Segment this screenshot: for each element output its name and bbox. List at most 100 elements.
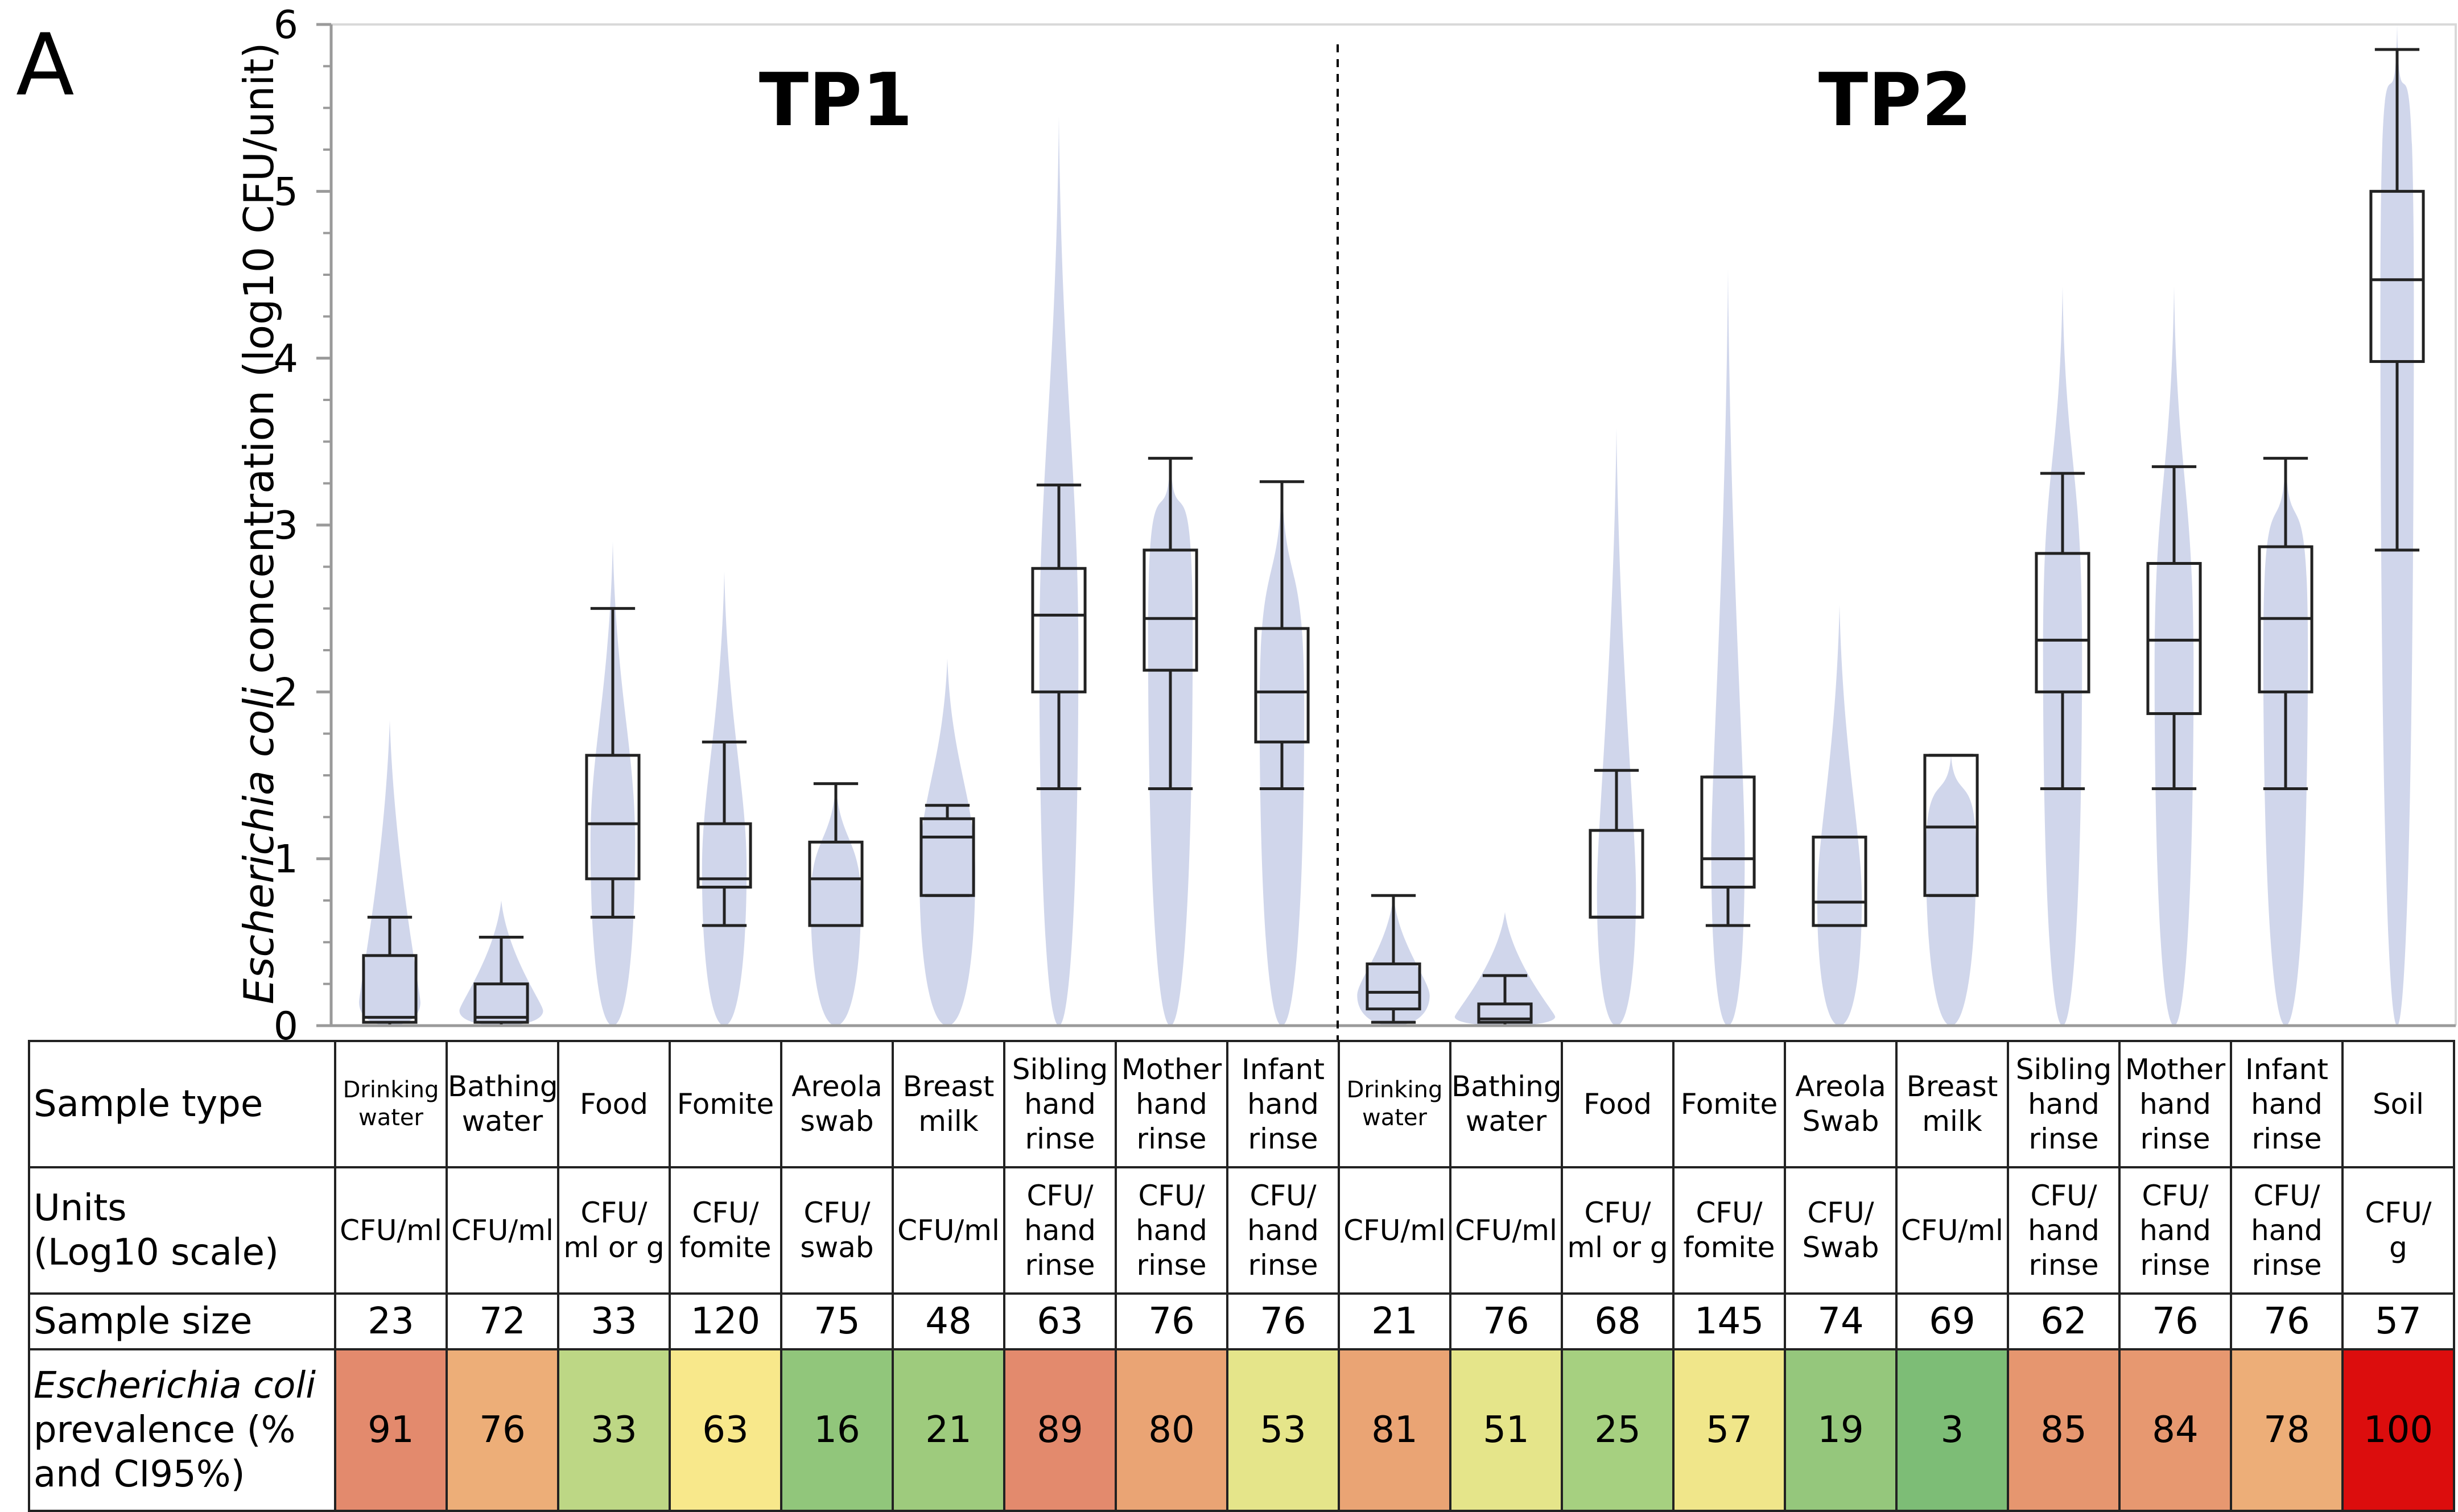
box-plot [585, 607, 641, 919]
prevalence-cell: 16 [780, 1348, 894, 1512]
plot-frame [331, 23, 2457, 1026]
box-plot [1700, 775, 1756, 927]
box-iqr [1923, 754, 1979, 897]
sample-size-cell: 76 [1449, 1292, 1563, 1350]
sample-type-cell: Fomite [669, 1040, 782, 1168]
box-plot [1923, 754, 1979, 897]
sample-type-cell: Soil [2341, 1040, 2455, 1168]
box-iqr [2369, 189, 2425, 363]
group-labels: TP1 TP2 [759, 58, 1972, 143]
box-iqr [473, 982, 529, 1024]
units-cell: CFU/Swab [1784, 1166, 1898, 1295]
prevalence-cell: 3 [1895, 1348, 2009, 1512]
box-iqr [2146, 561, 2202, 715]
violin [2154, 286, 2194, 1026]
sample-size-cell: 75 [780, 1292, 894, 1350]
prevalence-cell: 81 [1338, 1348, 1451, 1512]
y-tick-label: 4 [274, 337, 298, 382]
units-cell: CFU/ml [334, 1166, 448, 1295]
units-cell: CFU/swab [780, 1166, 894, 1295]
boxes [362, 48, 2425, 1027]
row-units: Units (Log10 scale) CFU/ml CFU/ml CFU/ml or… [28, 1166, 2455, 1295]
units-cell: CFU/hand rinse [2230, 1166, 2344, 1295]
y-tick-label: 3 [274, 503, 298, 548]
box-iqr [1700, 775, 1756, 889]
prevalence-cell: 57 [1672, 1348, 1786, 1512]
violin [1925, 755, 1977, 1026]
box-iqr [1812, 836, 1867, 927]
data-table: Sample type Drinking water Bathing water Foo… [28, 1040, 2455, 1512]
box-iqr [362, 954, 418, 1024]
prevalence-cell: 85 [2007, 1348, 2121, 1512]
units-cell: CFU/fomite [1672, 1166, 1786, 1295]
violin [1454, 912, 1556, 1026]
sample-type-cell: Sibling hand rinse [2007, 1040, 2121, 1168]
box-iqr [919, 817, 975, 897]
prevalence-cell: 78 [2230, 1348, 2344, 1512]
sample-size-cell: 62 [2007, 1292, 2121, 1350]
panel-label: A [16, 16, 75, 115]
sample-type-cell: Food [1561, 1040, 1675, 1168]
box-iqr [1366, 962, 1421, 1011]
units-cell: CFU/hand rinse [1226, 1166, 1340, 1295]
box-plot [2035, 472, 2090, 790]
violin [359, 720, 420, 1026]
sample-size-cell: 145 [1672, 1292, 1786, 1350]
box-iqr [2035, 552, 2090, 693]
box-plot [1254, 480, 1310, 790]
row-header-sample-type: Sample type [28, 1040, 336, 1168]
sample-size-cell: 76 [2230, 1292, 2344, 1350]
prevalence-cell: 53 [1226, 1348, 1340, 1512]
sample-type-cell: Bathing water [446, 1040, 559, 1168]
violin [1817, 605, 1862, 1026]
prevalence-cell: 76 [446, 1348, 559, 1512]
sample-size-cell: 21 [1338, 1292, 1451, 1350]
prevalence-cell: 25 [1561, 1348, 1675, 1512]
row-header-prevalence: Escherichia coli prevalence (% and CI95%) [28, 1348, 336, 1512]
units-cell: CFU/hand rinse [2118, 1166, 2232, 1295]
units-cell: CFU/ml [892, 1166, 1005, 1295]
units-cell: CFU/ml [1895, 1166, 2009, 1295]
prevalence-cell: 19 [1784, 1348, 1898, 1512]
prevalence-cell: 21 [892, 1348, 1005, 1512]
row-prevalence: Escherichia coli prevalence (% and CI95%) … [28, 1348, 2455, 1512]
sample-size-cell: 76 [2118, 1292, 2232, 1350]
box-plot [1812, 836, 1867, 927]
units-head-line2: (Log10 scale) [34, 1232, 279, 1274]
units-cell: CFU/hand rinse [1115, 1166, 1228, 1295]
sample-size-cell: 120 [669, 1292, 782, 1350]
row-header-sample-size: Sample size [28, 1292, 336, 1350]
row-sample-type: Sample type Drinking water Bathing water Foo… [28, 1040, 2455, 1168]
violin [2043, 286, 2082, 1026]
units-cell: CFU/ml or g [557, 1166, 671, 1295]
box-iqr [1031, 567, 1087, 693]
sample-size-cell: 74 [1784, 1292, 1898, 1350]
units-cell: CFU/fomite [669, 1166, 782, 1295]
sample-size-cell: 48 [892, 1292, 1005, 1350]
prevalence-cell: 89 [1003, 1348, 1117, 1512]
units-head-line1: Units [34, 1187, 127, 1229]
violin [810, 783, 861, 1026]
sample-size-cell: 76 [1226, 1292, 1340, 1350]
prevalence-cell: 91 [334, 1348, 448, 1512]
y-axis-label: Escherichia coli concentration (log10 CF… [235, 42, 283, 1004]
prevalence-head-italic: Escherichia coli [34, 1364, 316, 1407]
units-cell: CFU/ml or g [1561, 1166, 1675, 1295]
prevalence-cell: 100 [2341, 1348, 2455, 1512]
units-cell: CFU/hand rinse [2007, 1166, 2121, 1295]
prevalence-cell: 80 [1115, 1348, 1228, 1512]
y-tick-label: 1 [274, 837, 298, 882]
violin [590, 542, 636, 1026]
sample-type-cell: Drinking water [334, 1040, 448, 1168]
sample-size-cell: 57 [2341, 1292, 2455, 1350]
violin [1711, 270, 1745, 1026]
prevalence-head-line3: and CI95%) [34, 1453, 245, 1496]
violins [359, 24, 2414, 1026]
units-cell: CFU/ml [1338, 1166, 1451, 1295]
sample-size-cell: 33 [557, 1292, 671, 1350]
y-axis-label-italic: Escherichia coli [235, 687, 283, 1005]
sample-type-cell: Mother hand rinse [2118, 1040, 2232, 1168]
box-iqr [1254, 627, 1310, 743]
sample-type-cell: Breast milk [892, 1040, 1005, 1168]
violin [1039, 116, 1079, 1026]
